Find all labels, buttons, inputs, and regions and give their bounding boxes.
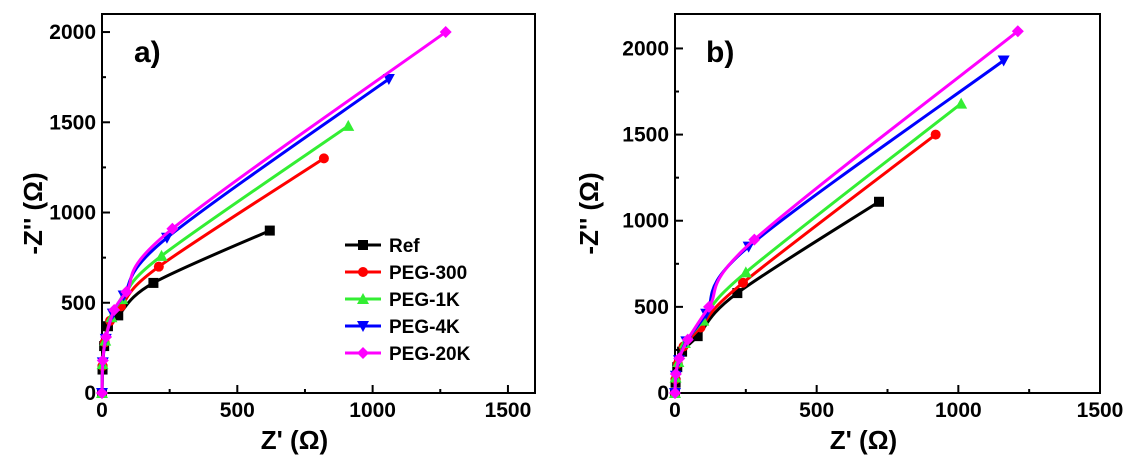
data-point-peg-4k [382, 73, 395, 85]
data-point-peg-20k [96, 387, 108, 399]
data-point-peg-300 [738, 277, 748, 288]
x-axis-label: Z' (Ω) [261, 425, 328, 455]
data-point-peg-300 [153, 261, 164, 272]
y-tick-label: 1000 [622, 210, 669, 233]
x-axis-label: Z' (Ω) [830, 425, 897, 455]
panel-label-b: b) [706, 36, 734, 69]
data-point-peg-20k [96, 354, 109, 367]
y-tick-label: 500 [634, 296, 669, 319]
data-point-peg-20k [669, 368, 682, 381]
data-point-peg-1k [342, 119, 355, 131]
x-tick-label: 1500 [485, 399, 532, 422]
x-tick-label: 1000 [935, 399, 982, 422]
data-point-peg-1k [955, 97, 968, 109]
legend-marker-peg-1k [357, 293, 369, 304]
data-point-peg-20k [1011, 25, 1024, 38]
x-tick-label: 500 [220, 399, 255, 422]
x-tick-label: 1500 [1077, 399, 1124, 422]
data-point-ref [692, 331, 703, 342]
y-tick-label: 1500 [622, 124, 669, 147]
x-tick-label: 1000 [349, 399, 396, 422]
data-point-peg-20k [100, 331, 113, 344]
panel-a: 0 500 1000 1500 0 500 1000 1500 2000 Z' (Ω) -Z'' (… [18, 13, 536, 455]
data-point-ref [113, 310, 124, 321]
y-tick-label: 2000 [49, 21, 96, 44]
data-point-ref [874, 196, 884, 207]
data-point-ref [148, 277, 159, 288]
x-tick-label: 0 [669, 399, 681, 422]
legend-label-ref: Ref [389, 236, 420, 257]
y-tick-label: 500 [61, 292, 96, 315]
series-line-peg-20k [100, 30, 447, 394]
series-line-peg-300 [673, 133, 937, 394]
data-point-peg-20k [703, 300, 715, 313]
panel-label-a: a) [134, 36, 161, 69]
data-point-peg-300 [930, 129, 941, 140]
y-axis-label: -Z'' (Ω) [574, 172, 604, 254]
data-point-peg-4k [997, 55, 1010, 67]
legend-label-peg-4k: PEG-4K [389, 317, 460, 338]
y-tick-label: 0 [657, 382, 669, 405]
data-point-ref [264, 225, 275, 236]
x-tick-label: 500 [799, 399, 834, 422]
legend-label-peg-20k: PEG-20K [389, 344, 471, 365]
legend-marker-ref [358, 240, 368, 250]
plot-frame-a [101, 13, 536, 394]
x-tick-label: 0 [96, 399, 108, 422]
panel-b: 0 500 1000 1500 0 500 1000 1500 2000 Z' (Ω) -Z'' (… [574, 13, 1124, 455]
y-axis-label: -Z'' (Ω) [18, 172, 48, 254]
y-tick-label: 1500 [49, 111, 96, 134]
data-point-peg-20k [439, 26, 452, 39]
data-point-peg-20k [681, 333, 694, 346]
legend-label-peg-1k: PEG-1K [389, 290, 460, 311]
series-line-ref [100, 229, 271, 394]
legend-label-peg-300: PEG-300 [389, 263, 467, 284]
data-point-peg-1k [739, 266, 752, 278]
plot-frame-b [674, 13, 1101, 394]
data-point-peg-20k [748, 233, 761, 246]
data-point-ref [732, 288, 743, 299]
legend-marker-peg-300 [358, 267, 368, 277]
data-point-peg-20k [673, 352, 686, 365]
series-line-ref [673, 200, 880, 394]
data-point-peg-1k [155, 249, 168, 261]
data-point-peg-20k [166, 222, 179, 235]
data-point-peg-4k [742, 241, 755, 253]
data-point-peg-20k [120, 285, 133, 298]
data-point-peg-300 [318, 153, 329, 164]
y-tick-label: 2000 [622, 37, 669, 60]
data-point-peg-20k [669, 387, 681, 399]
data-point-peg-20k [108, 303, 121, 316]
legend-marker-peg-20k [357, 347, 369, 359]
y-tick-label: 0 [84, 382, 96, 405]
y-tick-label: 1000 [49, 202, 96, 225]
legend-marker-peg-4k [357, 321, 369, 332]
series-line-peg-300 [100, 157, 325, 394]
